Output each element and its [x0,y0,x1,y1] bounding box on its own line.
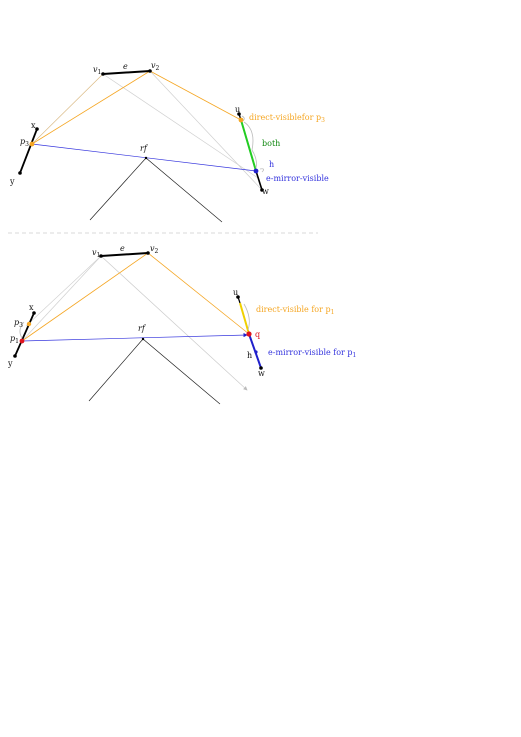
top-segment-xy [19,128,38,174]
bottom-label-q: q [255,330,260,339]
top-segment-green [240,119,257,172]
bottom-label-h: h [247,351,252,360]
bottom-point-p1 [19,338,25,344]
bottom-point-rf [141,337,145,341]
bottom-orange-line-p-v2 [21,252,149,342]
top-point-w [260,188,264,192]
top-orange-line-v2-u [149,70,242,121]
bottom-label-e: e [120,244,125,253]
top-gray-line-v1-w [102,73,259,179]
bottom-label-x: x [29,303,34,312]
bottom-point-q [246,331,252,337]
bottom-point-v1 [99,254,103,258]
bottom-label-w: w [258,369,265,378]
top-label-rf: rf [140,144,149,153]
bottom-label-rf: rf [138,324,147,333]
bottom-gray-line-2 [100,255,248,391]
top-label-v1: v1 [93,65,101,76]
top-point-rf [144,156,148,160]
top-point-v2 [148,69,152,73]
top-orange-line-p-v2 [31,70,151,145]
top-point-x [35,127,39,131]
bottom-point-u [236,295,240,299]
bottom-label-direct-visible: direct-visible for p1 [256,305,334,316]
top-label-w: w [262,187,269,196]
top-point-y [18,171,22,175]
top-label-both: both [262,139,280,148]
bottom-brace-direct [243,303,250,331]
top-brace-both [243,121,257,169]
bottom-diagram: v1 e v2 x y p3 p1 rf u w h q direct-visi… [7,244,356,405]
top-gray-line-v2-w [149,70,263,191]
top-diagram: v1 e v2 x y p3 rf u w h direct-visiblefo… [9,61,329,223]
bottom-gray-line-3 [25,255,102,327]
bottom-point-p3 [26,321,32,327]
bottom-point-y [13,354,17,358]
top-label-y: y [9,177,15,186]
bottom-segment-xy [14,312,35,357]
top-label-direct-visible: direct-visiblefor p3 [249,113,325,124]
bottom-point-h [254,350,258,354]
top-label-e-mirror-visible: e-mirror-visible [266,174,329,183]
top-gray-line-v1 [31,73,104,145]
top-edge-e [102,70,151,75]
top-rf-chevron [89,157,223,223]
top-point-blue [253,168,259,174]
bottom-orange-line-v2-q [147,252,250,335]
bottom-segment-yellow [239,302,250,335]
top-label-e: e [123,62,128,71]
bottom-point-x [32,311,36,315]
top-segment-w-bottom [255,170,263,191]
bottom-point-v2 [146,251,150,255]
top-label-u: u [235,105,240,114]
bottom-rf-chevron [88,338,221,405]
bottom-label-e-mirror-visible: e-mirror-visible for p1 [268,348,356,359]
bottom-label-p3: p3 [14,318,23,329]
bottom-gray-line-1 [21,255,102,342]
bottom-point-w [259,366,263,370]
top-brace-h [259,168,264,173]
top-brace-direct [241,115,245,122]
top-label-h: h [269,160,274,169]
bottom-label-v2: v2 [150,244,159,255]
top-blue-line [31,143,257,172]
bottom-blue-line [21,332,248,342]
bottom-brace-p [19,321,25,339]
top-label-v2: v2 [151,61,160,72]
top-point-orange [238,117,244,123]
bottom-label-y: y [7,359,13,368]
top-orange-line-p-v1 [31,73,104,145]
bottom-label-u: u [233,288,238,297]
top-point-v1 [101,72,105,76]
bottom-label-p1: p1 [10,334,19,345]
top-point-u [237,112,241,116]
bottom-label-v1: v1 [92,248,100,259]
top-point-p [29,141,35,147]
top-label-p: p3 [20,137,29,148]
bottom-edge-e [100,252,149,257]
top-label-x: x [31,121,36,130]
